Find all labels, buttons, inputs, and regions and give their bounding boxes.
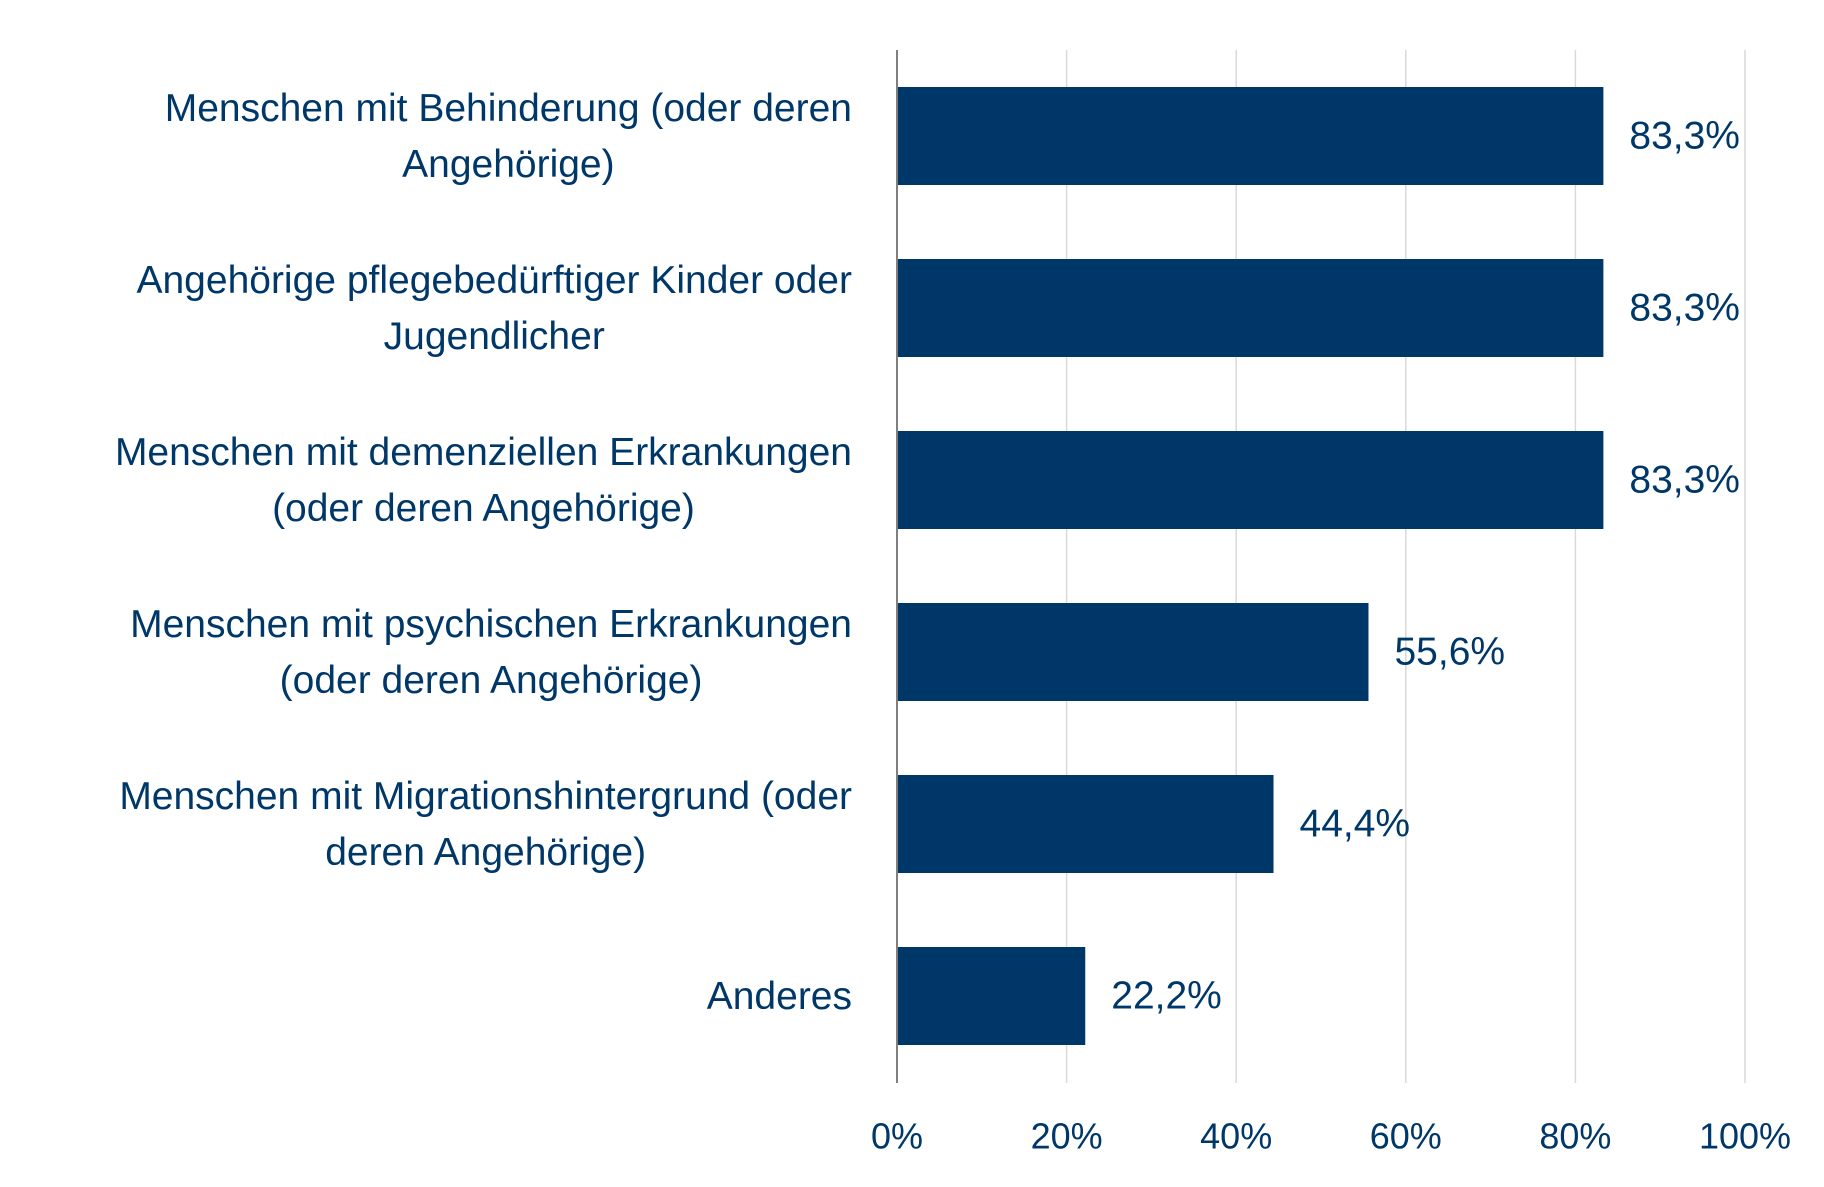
data-label: 83,3% (1629, 459, 1740, 502)
category-label-line: deren Angehörige) (325, 831, 646, 874)
x-tick-label: 80% (1539, 1116, 1611, 1157)
category-label-line: Menschen mit psychischen Erkrankungen (130, 603, 852, 646)
category-label: Anderes (707, 975, 852, 1018)
category-label: Angehörige pflegebedürftiger Kinder oder… (136, 259, 852, 358)
category-labels: Menschen mit Behinderung (oder deren Ange… (115, 87, 852, 1018)
x-tick-label: 0% (871, 1116, 923, 1157)
bar (897, 431, 1604, 529)
data-label: 55,6% (1394, 631, 1505, 674)
category-label-line: (oder deren Angehörige) (280, 659, 703, 702)
category-label: Menschen mit Behinderung (oder deren Ange… (165, 87, 852, 186)
category-label-line: Anderes (707, 975, 852, 1018)
data-labels: 83,3% 83,3% 83,3% 55,6% 44,4% 22,2% (1111, 115, 1740, 1018)
category-label: Menschen mit demenziellen Erkrankungen (o… (115, 431, 852, 530)
bars (897, 87, 1604, 1045)
bar (897, 775, 1274, 873)
category-label: Menschen mit psychischen Erkrankungen (od… (130, 603, 852, 702)
bar (897, 603, 1369, 701)
category-label-line: Angehörige pflegebedürftiger Kinder oder (136, 259, 852, 302)
category-label-line: Angehörige) (402, 143, 614, 186)
category-label: Menschen mit Migrationshintergrund (oder… (119, 775, 852, 874)
bar (897, 947, 1086, 1045)
x-tick-label: 60% (1370, 1116, 1442, 1157)
category-label-line: Menschen mit Migrationshintergrund (oder (119, 775, 852, 818)
data-label: 83,3% (1629, 287, 1740, 330)
bar (897, 259, 1604, 357)
x-tick-labels: 0% 20% 40% 60% 80% 100% (871, 1116, 1791, 1157)
x-tick-label: 40% (1200, 1116, 1272, 1157)
data-label: 44,4% (1300, 803, 1411, 846)
category-label-line: Menschen mit demenziellen Erkrankungen (115, 431, 852, 474)
data-label: 22,2% (1111, 975, 1222, 1018)
category-label-line: Menschen mit Behinderung (oder deren (165, 87, 852, 130)
x-tick-label: 20% (1031, 1116, 1103, 1157)
bar (897, 87, 1604, 185)
x-tick-label: 100% (1699, 1116, 1791, 1157)
category-label-line: Jugendlicher (384, 315, 605, 358)
gridlines (1065, 50, 1746, 1083)
category-label-line: (oder deren Angehörige) (272, 487, 695, 530)
data-label: 83,3% (1629, 115, 1740, 158)
